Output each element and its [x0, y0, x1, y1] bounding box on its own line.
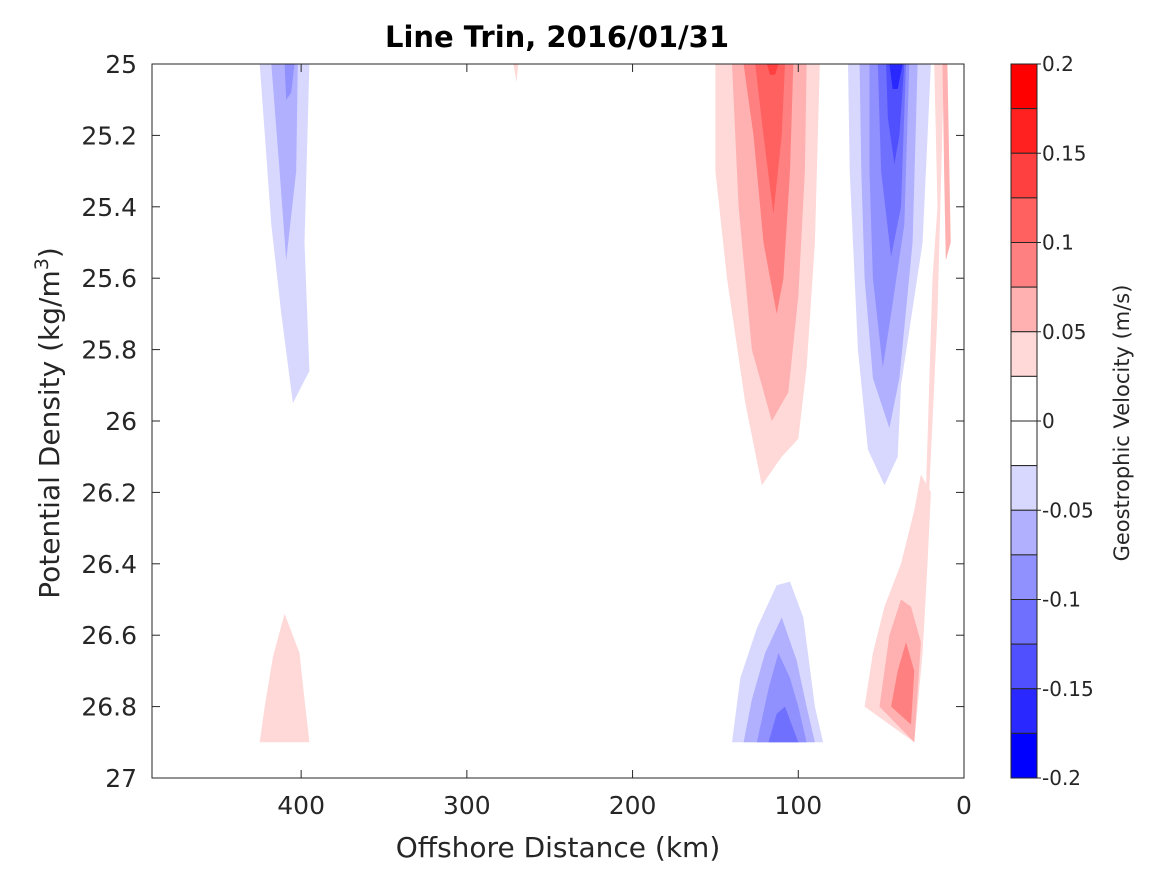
x-axis-title: Offshore Distance (km): [396, 831, 721, 864]
colorbar-level: [1010, 152, 1038, 199]
colorbar-level: [1010, 108, 1038, 154]
contour-region: [942, 64, 951, 261]
y-tick-label: 25.2: [81, 121, 137, 150]
y-tick-label: 25: [105, 50, 137, 79]
y-tick-label: 26.4: [81, 550, 137, 579]
colorbar-tick-label: 0.15: [1042, 141, 1087, 165]
colorbar-tick-label: 0.2: [1042, 52, 1074, 76]
y-tick-label: 26.2: [81, 478, 137, 507]
colorbar-level: [1010, 688, 1038, 734]
contour-region: [891, 642, 915, 725]
colorbar-level: [1010, 509, 1038, 556]
colorbar-tick-label: -0.05: [1042, 498, 1094, 522]
colorbar-tick-label: 0.05: [1042, 320, 1087, 344]
contour-region: [259, 613, 310, 743]
y-axis-title-main: Potential Density (kg/m: [33, 270, 66, 599]
colorbar-level: [1010, 420, 1038, 467]
colorbar-tick-label: 0.1: [1042, 231, 1074, 255]
y-tick-label: 27: [105, 764, 137, 793]
colorbar-title: Geostrophic Velocity (m/s): [1110, 285, 1134, 562]
x-axis: 400 300 200 100 0: [277, 64, 972, 820]
x-tick-label: 200: [609, 791, 657, 820]
colorbar-level: [1010, 465, 1038, 511]
contour-layer: [259, 64, 951, 743]
colorbar: 0.2 0.15 0.1 0.05 0 -0.05 -0.1 -0.15 -0.2: [1010, 52, 1094, 790]
y-tick-label: 26.6: [81, 621, 137, 650]
contour-region: [756, 653, 807, 743]
contour-region: [766, 64, 779, 75]
colorbar-level: [1010, 554, 1038, 600]
colorbar-level: [1010, 732, 1038, 779]
y-tick-label: 26: [105, 407, 137, 436]
colorbar-level: [1010, 242, 1038, 288]
colorbar-level: [1010, 375, 1038, 422]
y-axis-title-suffix: ): [33, 247, 66, 258]
colorbar-tick-label: -0.15: [1042, 677, 1094, 701]
colorbar-level: [1010, 643, 1038, 690]
colorbar-level: [1010, 63, 1038, 110]
y-tick-label: 25.6: [81, 264, 137, 293]
colorbar-tick-label: -0.1: [1042, 588, 1081, 612]
contour-region: [768, 706, 799, 743]
y-axis-title: Potential Density (kg/m3): [31, 247, 66, 599]
colorbar-level: [1010, 599, 1038, 645]
colorbar-tick-label: -0.2: [1042, 766, 1081, 790]
contour-region: [513, 64, 519, 82]
colorbar-level: [1010, 197, 1038, 243]
contour-region: [886, 64, 905, 164]
colorbar-tick-label: 0: [1042, 409, 1055, 433]
x-tick-label: 100: [774, 791, 822, 820]
contour-region: [889, 64, 903, 89]
y-tick-label: 25.8: [81, 336, 137, 365]
y-axis-title-superscript: 3: [31, 258, 53, 270]
y-tick-label: 26.8: [81, 693, 137, 722]
colorbar-level: [1010, 286, 1038, 333]
y-axis: 25 25.2 25.4 25.6 25.8 26 26.2 26.4 26.6 26.8 27: [81, 50, 964, 793]
x-tick-label: 400: [277, 791, 325, 820]
x-tick-label: 0: [956, 791, 972, 820]
contour-region: [755, 64, 785, 214]
x-tick-label: 300: [443, 791, 491, 820]
y-tick-label: 25.4: [81, 193, 137, 222]
contour-region: [271, 64, 298, 261]
colorbar-level: [1010, 331, 1038, 377]
chart-title: Line Trin, 2016/01/31: [385, 20, 729, 54]
contour-region: [284, 64, 295, 100]
